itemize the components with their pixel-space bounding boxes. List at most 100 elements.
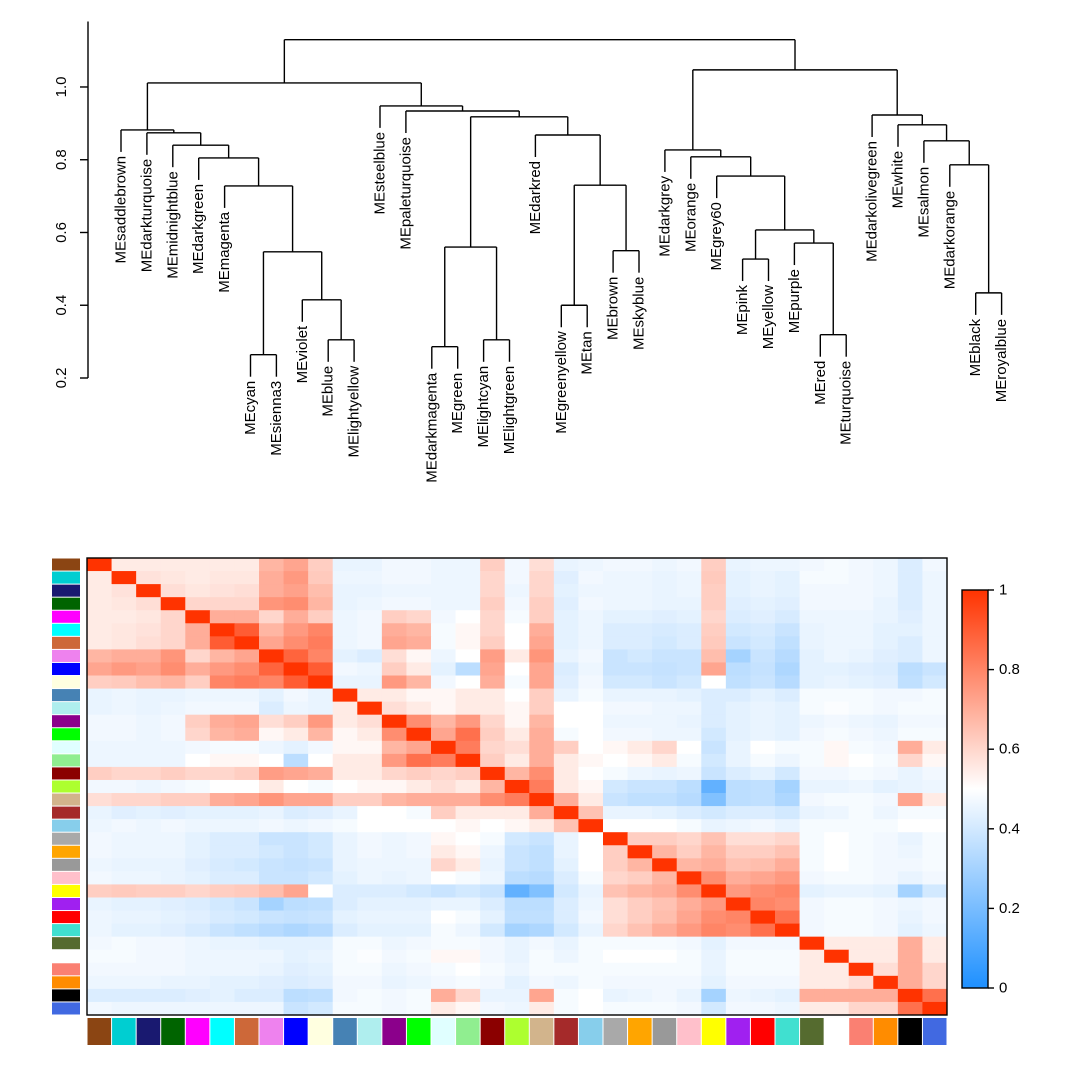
heatmap-cell (922, 662, 948, 676)
heatmap-cell (701, 975, 727, 990)
heatmap-cell (381, 975, 407, 990)
heatmap-cell (529, 558, 555, 572)
heatmap-cell (799, 623, 825, 637)
heatmap-cell (775, 584, 800, 598)
heatmap-cell (259, 832, 284, 846)
heatmap-cell (529, 597, 555, 611)
heatmap-cell (209, 753, 235, 768)
column-module-color (136, 1018, 161, 1045)
heatmap-cell (136, 649, 162, 663)
heatmap-cell (259, 662, 284, 676)
heatmap-cell (480, 753, 506, 768)
heatmap-cell (750, 845, 776, 859)
heatmap-cell (627, 753, 653, 768)
heatmap-cell (406, 793, 432, 807)
heatmap-cell (553, 962, 579, 977)
heatmap-cell (873, 832, 899, 846)
row-module-color (52, 793, 80, 806)
heatmap-cell (799, 636, 825, 650)
heatmap-cell (701, 910, 727, 924)
heatmap-cell (652, 897, 678, 911)
heatmap-cell (480, 714, 506, 729)
heatmap-cell (603, 910, 628, 924)
heatmap-cell (308, 779, 334, 794)
heatmap-cell (259, 845, 284, 859)
heatmap-cell (87, 766, 112, 781)
heatmap-cell (136, 597, 162, 611)
heatmap-cell (87, 558, 112, 572)
heatmap-cell (406, 884, 432, 898)
heatmap-cell (553, 636, 579, 650)
heatmap-cell (308, 897, 334, 911)
heatmap-cell (455, 910, 481, 924)
heatmap-cell (160, 701, 186, 716)
row-module-color (52, 989, 80, 1002)
heatmap-cell (750, 923, 776, 938)
heatmap-cell (332, 714, 358, 729)
heatmap-cell (136, 753, 162, 768)
heatmap-cell (87, 714, 112, 729)
row-module-color (52, 1002, 80, 1015)
heatmap-cell (136, 936, 162, 951)
heatmap-cell (529, 988, 555, 1003)
heatmap-cell (209, 975, 235, 990)
heatmap-cell (185, 610, 211, 624)
heatmap-cell (799, 858, 825, 872)
leaf-label: MEbrown (605, 277, 622, 340)
heatmap-cell (308, 558, 334, 572)
heatmap-cell (750, 558, 776, 572)
heatmap-cell (848, 701, 874, 716)
heatmap-cell (185, 675, 211, 689)
heatmap-cell (381, 662, 407, 676)
heatmap-cell (504, 649, 530, 663)
heatmap-cell (553, 753, 579, 768)
heatmap-cell (111, 832, 137, 846)
heatmap-cell (455, 975, 481, 990)
heatmap-cell (259, 793, 284, 807)
heatmap-cell (308, 819, 334, 833)
heatmap-cell (480, 597, 506, 611)
heatmap-cell (652, 597, 678, 611)
heatmap-cell (111, 701, 137, 716)
heatmap-cell (553, 936, 579, 951)
heatmap-cell (553, 910, 579, 924)
heatmap-cell (87, 597, 112, 611)
heatmap-cell (357, 636, 383, 650)
heatmap-cell (185, 688, 211, 703)
heatmap-cell (676, 884, 702, 898)
heatmap-cell (873, 975, 899, 990)
heatmap-cell (922, 779, 948, 794)
heatmap-cell (111, 806, 137, 820)
heatmap-cell (750, 884, 776, 898)
heatmap-cell (259, 714, 284, 729)
heatmap-cell (209, 701, 235, 716)
heatmap-cell (332, 753, 358, 768)
leaf-label: MEorange (682, 183, 699, 252)
heatmap-cell (848, 584, 874, 598)
heatmap-cell (701, 584, 727, 598)
heatmap-cell (725, 714, 751, 729)
column-module-color (112, 1018, 136, 1045)
heatmap-cell (455, 766, 481, 781)
heatmap-cell (381, 571, 407, 585)
heatmap-cell (480, 819, 506, 833)
heatmap-cell (234, 766, 260, 781)
heatmap-cell (922, 610, 948, 624)
heatmap-cell (308, 910, 334, 924)
heatmap-cell (578, 740, 604, 755)
heatmap-cell (504, 936, 530, 951)
heatmap-cell (799, 988, 825, 1003)
heatmap-cell (480, 584, 506, 598)
heatmap-cell (652, 649, 678, 663)
heatmap-cell (209, 779, 235, 794)
heatmap-cell (897, 727, 923, 742)
column-module-color (554, 1018, 578, 1045)
heatmap-cell (652, 753, 678, 768)
leaf-label: MEturquoise (838, 361, 855, 445)
colorbar-tick-label: 0.6 (999, 741, 1020, 758)
heatmap-cell (553, 688, 579, 703)
heatmap-cell (897, 675, 923, 689)
heatmap-cell (701, 571, 727, 585)
heatmap-cell (873, 714, 899, 729)
heatmap-cell (111, 688, 137, 703)
